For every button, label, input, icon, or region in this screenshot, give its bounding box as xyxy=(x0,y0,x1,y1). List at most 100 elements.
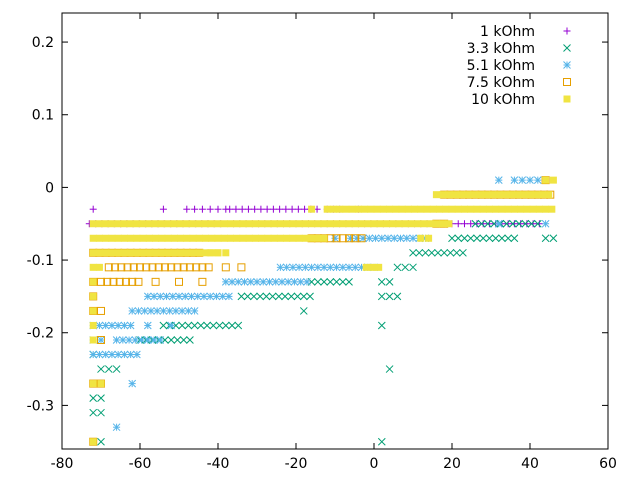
data-point xyxy=(371,234,380,243)
data-point xyxy=(289,263,297,272)
data-point xyxy=(108,350,116,359)
data-point xyxy=(467,220,475,228)
data-point xyxy=(548,205,556,213)
data-point xyxy=(137,336,146,344)
data-point xyxy=(520,191,528,199)
data-point xyxy=(404,205,412,213)
data-point xyxy=(226,220,234,228)
data-point xyxy=(208,220,216,228)
data-point xyxy=(133,249,141,257)
data-point xyxy=(243,292,252,301)
data-point xyxy=(89,350,98,359)
data-point xyxy=(346,234,355,243)
legend-label: 10 kOhm xyxy=(471,92,535,108)
data-point xyxy=(232,205,240,213)
data-point xyxy=(128,307,137,315)
data-point xyxy=(159,321,168,330)
data-point xyxy=(417,205,425,213)
data-point xyxy=(281,292,289,301)
data-point xyxy=(202,234,210,242)
data-point xyxy=(351,220,359,228)
data-point xyxy=(228,321,236,330)
data-point xyxy=(401,263,410,272)
data-point xyxy=(529,205,537,213)
data-point xyxy=(89,278,97,286)
data-point xyxy=(464,191,472,199)
data-point xyxy=(193,292,202,301)
data-point xyxy=(414,220,422,228)
y-tick-label: 0 xyxy=(45,180,54,196)
data-point xyxy=(308,205,316,213)
data-point xyxy=(221,321,230,330)
data-point xyxy=(460,220,468,228)
data-point xyxy=(445,191,453,199)
data-point xyxy=(181,292,190,301)
data-point xyxy=(502,219,511,228)
data-point xyxy=(385,278,394,286)
data-point xyxy=(377,292,386,301)
data-point xyxy=(128,379,137,388)
data-point xyxy=(173,336,182,344)
data-point xyxy=(164,234,172,242)
data-point xyxy=(532,191,540,199)
data-point xyxy=(535,220,543,228)
data-point xyxy=(190,307,199,315)
data-point xyxy=(507,191,515,199)
data-point xyxy=(145,234,153,242)
data-point xyxy=(370,220,378,228)
plot-area xyxy=(85,176,558,446)
data-point xyxy=(226,234,234,242)
data-point xyxy=(158,234,166,242)
data-point xyxy=(222,249,230,257)
legend-item: 3.3 kOhm xyxy=(467,41,571,57)
data-point xyxy=(504,205,512,213)
data-point xyxy=(439,191,447,199)
legend-item: 7.5 kOhm xyxy=(467,75,571,91)
data-point xyxy=(466,234,475,243)
data-point xyxy=(331,234,339,243)
data-point xyxy=(177,249,185,257)
data-point xyxy=(339,220,347,228)
data-point xyxy=(345,278,353,286)
data-point xyxy=(357,234,366,243)
data-point xyxy=(485,234,494,243)
data-point xyxy=(336,205,344,213)
data-point xyxy=(127,234,135,242)
data-point xyxy=(364,220,372,228)
data-point xyxy=(143,321,152,330)
legend-marker xyxy=(563,44,571,52)
data-point xyxy=(541,234,550,243)
data-point xyxy=(352,234,361,243)
legend-item: 10 kOhm xyxy=(471,92,571,108)
data-point xyxy=(301,234,309,242)
data-point xyxy=(97,336,105,344)
data-point xyxy=(156,292,165,301)
data-point xyxy=(204,263,213,272)
data-point xyxy=(234,321,243,330)
data-point xyxy=(395,220,403,228)
data-point xyxy=(202,220,210,228)
data-point xyxy=(162,292,171,301)
data-point xyxy=(390,234,399,243)
data-point xyxy=(126,350,135,359)
data-point xyxy=(409,234,417,243)
data-point xyxy=(276,263,285,272)
data-point xyxy=(526,176,534,184)
data-point xyxy=(214,205,222,213)
data-point xyxy=(351,234,360,243)
data-point xyxy=(114,234,122,242)
data-point xyxy=(89,307,97,315)
data-point xyxy=(289,220,297,228)
data-point xyxy=(225,292,233,301)
data-point xyxy=(177,220,185,228)
data-point xyxy=(533,176,542,184)
data-point xyxy=(332,263,341,272)
data-point xyxy=(89,438,97,446)
data-point xyxy=(521,219,530,228)
data-point xyxy=(299,307,308,315)
data-point xyxy=(457,191,465,199)
data-point xyxy=(173,263,182,272)
data-point xyxy=(445,220,453,228)
data-point xyxy=(308,220,316,228)
data-point xyxy=(150,292,158,301)
